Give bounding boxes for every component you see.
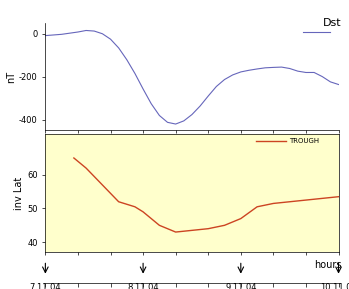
Text: 10.11.04: 10.11.04 [320, 283, 349, 289]
Text: hours: hours [314, 260, 341, 271]
Text: 8.11.04: 8.11.04 [127, 283, 159, 289]
Text: 7.11.04: 7.11.04 [30, 283, 61, 289]
Y-axis label: nT: nT [6, 71, 16, 83]
Y-axis label: inv Lat: inv Lat [14, 177, 24, 210]
Text: Dst: Dst [323, 18, 341, 28]
Text: TROUGH: TROUGH [289, 138, 319, 144]
Text: 9.11.04: 9.11.04 [225, 283, 257, 289]
